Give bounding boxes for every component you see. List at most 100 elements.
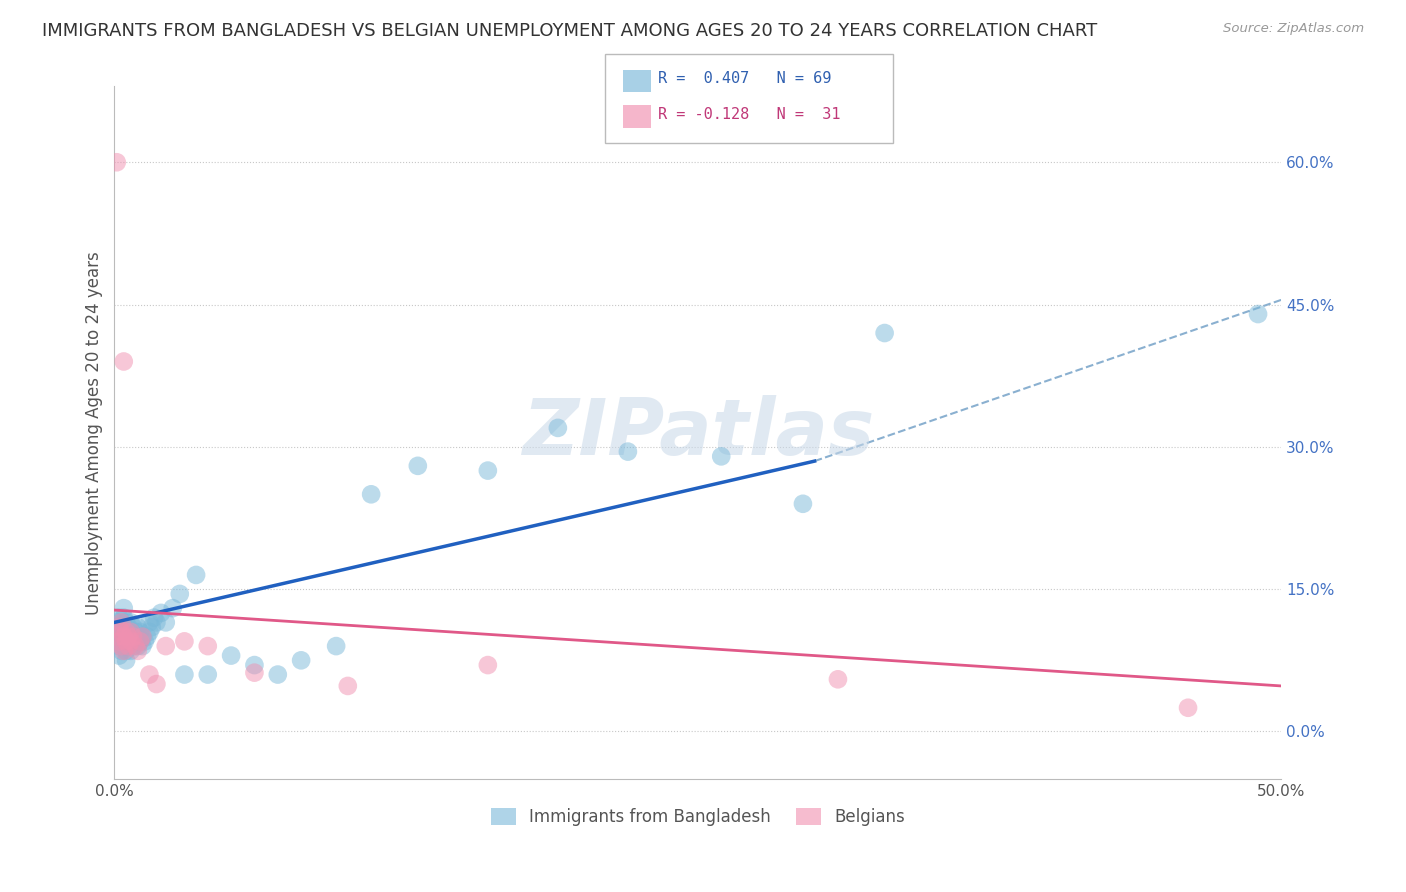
Point [122, 620, 145, 634]
Point [122, 630, 145, 644]
Point [120, 634, 142, 648]
Point [117, 639, 139, 653]
Point [827, 673, 849, 687]
Point [617, 444, 640, 458]
Point [138, 667, 160, 681]
Point [143, 610, 166, 624]
Point [105, 634, 128, 648]
Point [124, 624, 146, 639]
Point [120, 624, 142, 639]
Point [155, 615, 177, 630]
Point [124, 639, 146, 653]
Point [108, 639, 131, 653]
Point [477, 464, 499, 478]
Point [360, 487, 382, 501]
Point [197, 667, 219, 681]
Point [127, 644, 149, 658]
Point [477, 658, 499, 673]
Point [105, 630, 128, 644]
Point [110, 639, 132, 653]
Point [173, 667, 195, 681]
Text: R = -0.128   N =  31: R = -0.128 N = 31 [658, 107, 841, 121]
Point [115, 644, 138, 658]
Point [112, 610, 135, 624]
Point [105, 615, 128, 630]
Point [108, 620, 131, 634]
Point [243, 658, 266, 673]
Point [110, 615, 132, 630]
Point [112, 354, 135, 368]
Point [110, 634, 132, 648]
Point [138, 624, 160, 639]
Point [112, 601, 135, 615]
Point [115, 653, 138, 667]
Point [131, 630, 153, 644]
Point [108, 630, 131, 644]
Point [129, 634, 152, 648]
Point [120, 644, 142, 658]
Point [792, 497, 814, 511]
Point [129, 634, 152, 648]
Point [108, 610, 131, 624]
Point [117, 630, 139, 644]
Point [127, 639, 149, 653]
Legend: Immigrants from Bangladesh, Belgians: Immigrants from Bangladesh, Belgians [484, 801, 911, 833]
Point [117, 639, 139, 653]
Point [112, 639, 135, 653]
Point [173, 634, 195, 648]
Point [110, 615, 132, 630]
Point [184, 568, 207, 582]
Point [108, 620, 131, 634]
Point [547, 421, 569, 435]
Point [127, 630, 149, 644]
Point [117, 620, 139, 634]
Point [141, 620, 163, 634]
Point [115, 634, 138, 648]
Point [406, 458, 429, 473]
Point [110, 624, 132, 639]
Point [325, 639, 347, 653]
Point [115, 624, 138, 639]
Point [243, 665, 266, 680]
Point [122, 630, 145, 644]
Point [131, 630, 153, 644]
Point [115, 615, 138, 630]
Point [145, 615, 167, 630]
Point [873, 326, 896, 340]
Point [145, 677, 167, 691]
Point [136, 630, 159, 644]
Point [1247, 307, 1270, 321]
Point [120, 634, 142, 648]
Point [219, 648, 242, 663]
Point [122, 639, 145, 653]
Point [115, 634, 138, 648]
Point [197, 639, 219, 653]
Point [108, 648, 131, 663]
Point [267, 667, 290, 681]
Point [120, 624, 142, 639]
Text: R =  0.407   N = 69: R = 0.407 N = 69 [658, 71, 831, 86]
Y-axis label: Unemployment Among Ages 20 to 24 years: Unemployment Among Ages 20 to 24 years [86, 251, 103, 615]
Point [290, 653, 312, 667]
Point [112, 644, 135, 658]
Point [162, 601, 184, 615]
Point [134, 634, 156, 648]
Point [131, 639, 153, 653]
Text: IMMIGRANTS FROM BANGLADESH VS BELGIAN UNEMPLOYMENT AMONG AGES 20 TO 24 YEARS COR: IMMIGRANTS FROM BANGLADESH VS BELGIAN UN… [42, 22, 1098, 40]
Point [129, 624, 152, 639]
Point [710, 450, 733, 464]
Point [112, 630, 135, 644]
Point [108, 634, 131, 648]
Point [169, 587, 191, 601]
Point [105, 624, 128, 639]
Point [138, 615, 160, 630]
Point [150, 606, 173, 620]
Point [127, 620, 149, 634]
Point [112, 630, 135, 644]
Text: ZIPatlas: ZIPatlas [522, 394, 875, 471]
Point [336, 679, 359, 693]
Point [117, 630, 139, 644]
Point [120, 615, 142, 630]
Point [110, 644, 132, 658]
Text: Source: ZipAtlas.com: Source: ZipAtlas.com [1223, 22, 1364, 36]
